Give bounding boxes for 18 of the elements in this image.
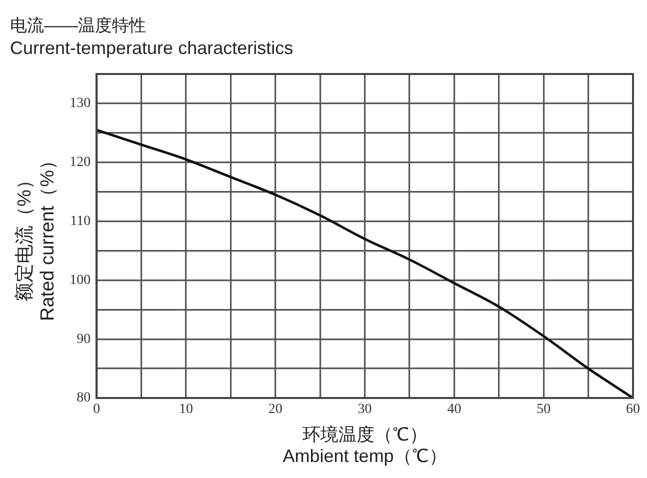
chart-subtitle: Current-temperature characteristics bbox=[10, 38, 294, 58]
x-tick-label: 0 bbox=[93, 402, 100, 418]
x-axis-title: 环境温度（℃） Ambient temp（℃） bbox=[282, 424, 447, 466]
line-series bbox=[96, 128, 633, 398]
y-tick-label: 120 bbox=[70, 155, 91, 170]
x-tick-label: 10 bbox=[179, 402, 193, 418]
y-tick-label: 110 bbox=[70, 214, 91, 229]
y-tick-label: 80 bbox=[76, 390, 91, 406]
y-tick-label: 130 bbox=[70, 96, 91, 112]
x-tick-label: 20 bbox=[268, 402, 282, 418]
y-axis-title: 额定电流（%） Rated current（%） bbox=[14, 150, 58, 322]
chart-title: 电流——温度特性 bbox=[10, 16, 146, 35]
y-tick-label: 100 bbox=[70, 272, 91, 288]
x-tick-label: 50 bbox=[536, 402, 551, 418]
x-tick-label: 30 bbox=[358, 402, 372, 418]
x-tick-label: 60 bbox=[626, 402, 640, 418]
y-tick-label: 90 bbox=[76, 332, 91, 347]
x-tick-label: 40 bbox=[447, 402, 462, 418]
